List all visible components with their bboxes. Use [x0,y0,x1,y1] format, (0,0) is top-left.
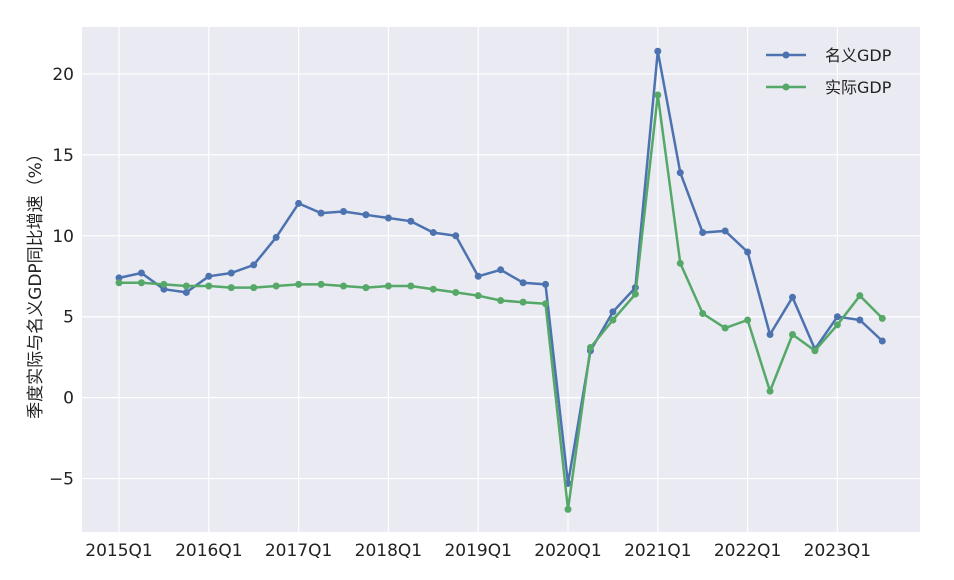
series-real-gdp [115,91,886,513]
data-point [542,280,550,288]
legend-marker-nominal [782,51,790,59]
y-tick-label: 5 [63,308,74,328]
data-point [833,321,841,329]
data-point [744,248,752,256]
legend: 名义GDP 实际GDP [766,46,892,97]
data-point [160,285,168,293]
data-point [699,309,707,317]
data-point [407,217,415,225]
data-point [676,259,684,267]
data-point [878,337,886,345]
x-tick-label: 2023Q1 [804,541,871,561]
data-point [115,279,123,287]
data-point [227,269,235,277]
data-point [384,214,392,222]
data-point [519,279,527,287]
data-point [878,314,886,322]
data-point [407,282,415,290]
y-tick-label: −5 [49,470,74,490]
data-point [542,300,550,308]
data-point [384,282,392,290]
data-point [429,229,437,237]
data-point [721,227,729,235]
y-tick-label: 15 [52,146,74,166]
data-point [609,316,617,324]
data-point [160,280,168,288]
data-point [182,288,190,296]
legend-marker-real [782,83,790,91]
data-point [452,288,460,296]
x-tick-label: 2017Q1 [265,541,332,561]
legend-label-real: 实际GDP [825,78,892,97]
data-point [654,47,662,55]
x-tick-label: 2015Q1 [85,541,152,561]
data-point [182,282,190,290]
legend-label-nominal: 名义GDP [825,46,892,65]
data-point [205,282,213,290]
data-point [474,272,482,280]
data-point [362,211,370,219]
data-point [654,91,662,99]
data-point [205,272,213,280]
series-layer [115,47,886,513]
y-tick-label: 0 [63,389,74,409]
data-point [340,282,347,290]
data-point [452,232,460,240]
x-tick-label: 2016Q1 [175,541,242,561]
data-point [429,285,437,293]
y-tick-label: 10 [52,227,74,247]
plot-background [82,27,920,532]
data-point [609,308,617,316]
data-point [721,324,729,332]
data-point [676,169,684,177]
data-point [856,292,864,300]
data-point [317,209,325,217]
x-tick-label: 2022Q1 [714,541,781,561]
data-point [137,279,145,287]
data-point [250,261,258,269]
data-point [497,266,505,274]
series-nominal-gdp [115,47,886,487]
data-point [272,233,280,241]
data-point [295,280,303,288]
data-point [295,199,303,207]
data-point [474,292,482,300]
data-point [699,229,707,237]
data-point [833,313,841,321]
data-point [586,343,594,351]
x-tick-label: 2019Q1 [444,541,511,561]
data-point [789,293,796,301]
data-point [766,387,774,395]
data-point [340,208,347,216]
data-point [362,284,370,292]
data-point [519,298,527,306]
y-axis-label: 季度实际与名义GDP同比增速（%） [26,145,46,419]
data-point [115,274,123,282]
data-point [631,290,639,298]
data-point [856,316,864,324]
data-point [766,331,774,339]
data-point [250,284,258,292]
data-point [137,269,145,277]
data-point [564,505,572,513]
data-point [811,347,819,355]
data-point [272,282,280,290]
data-point [497,297,505,305]
x-tick-label: 2018Q1 [355,541,422,561]
y-tick-label: 20 [52,65,74,85]
tick-labels: −5 0 5 10 15 20 2015Q1 2016Q1 2017Q1 2018Q1 2019Q1… [49,65,871,561]
data-point [317,280,325,288]
data-point [789,331,796,339]
data-point [744,316,752,324]
data-point [227,284,235,292]
x-tick-label: 2021Q1 [624,541,691,561]
x-tick-label: 2020Q1 [534,541,601,561]
